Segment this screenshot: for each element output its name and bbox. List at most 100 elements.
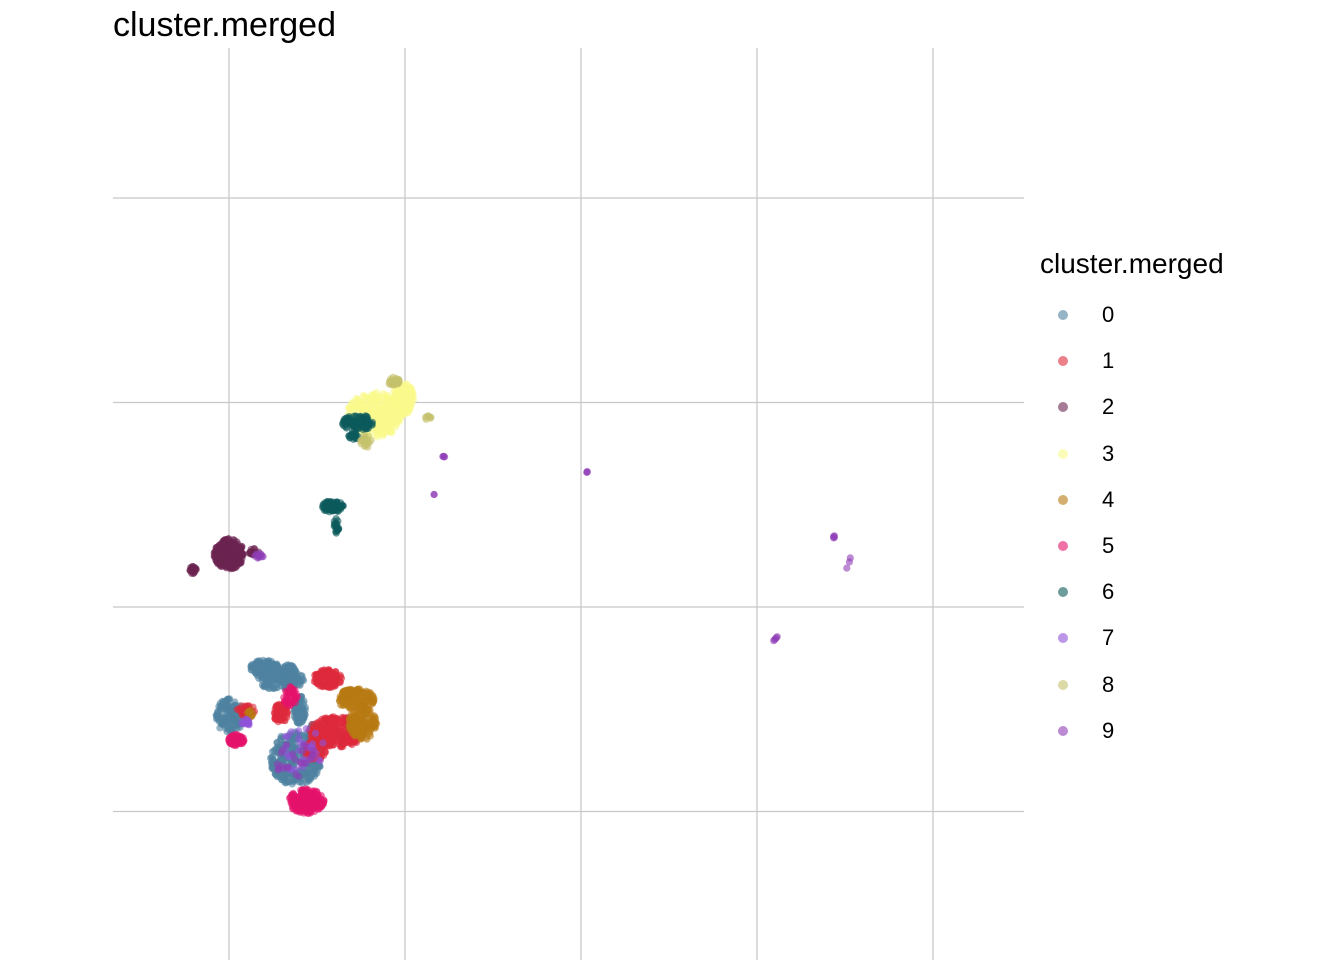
data-point: [230, 536, 238, 545]
data-point: [302, 799, 310, 807]
data-point: [295, 708, 303, 716]
data-point: [264, 657, 272, 665]
data-point: [286, 701, 294, 709]
data-point: [245, 708, 253, 716]
data-point: [363, 727, 371, 735]
data-point: [350, 430, 359, 438]
data-point: [583, 468, 591, 476]
data-point: [337, 719, 345, 727]
data-point: [298, 718, 306, 726]
data-point: [216, 556, 224, 564]
data-point: [246, 548, 254, 556]
data-point: [290, 708, 298, 716]
data-point: [232, 563, 240, 572]
data-point: [368, 692, 377, 701]
data-point: [311, 729, 320, 737]
data-point: [265, 670, 273, 678]
data-point: [406, 390, 414, 398]
data-point: [359, 391, 368, 399]
data-point: [273, 744, 281, 752]
data-point: [350, 702, 358, 710]
data-point: [350, 707, 358, 716]
data-point: [843, 564, 851, 572]
data-point: [275, 676, 283, 684]
data-point: [332, 715, 340, 723]
data-point: [242, 720, 250, 728]
data-point: [280, 670, 288, 678]
data-point: [226, 695, 234, 703]
data-point: [253, 669, 261, 677]
data-point: [268, 761, 276, 769]
data-point: [398, 409, 407, 418]
data-point: [320, 666, 328, 674]
data-point: [334, 525, 342, 533]
legend-key: [1058, 541, 1068, 552]
data-point: [363, 416, 371, 424]
data-point: [321, 499, 329, 507]
data-point: [225, 714, 233, 722]
legend-key: [1058, 448, 1068, 459]
legend-key: [1058, 356, 1068, 367]
series-8: [357, 373, 435, 451]
series-9: [251, 452, 854, 781]
data-point: [386, 378, 394, 386]
data-point: [358, 713, 366, 721]
data-point: [363, 421, 371, 429]
legend-label: 8: [1102, 671, 1115, 697]
chart-title: cluster.merged: [113, 6, 336, 44]
data-point: [382, 406, 390, 414]
data-point: [302, 806, 310, 815]
data-point: [344, 686, 352, 694]
data-point: [340, 415, 348, 423]
legend-key: [1058, 725, 1068, 736]
data-point: [354, 685, 362, 693]
data-point: [357, 437, 365, 445]
data-points: [186, 373, 854, 818]
data-point: [770, 637, 778, 645]
data-point: [280, 765, 288, 773]
legend-key: [1058, 494, 1068, 505]
data-point: [375, 414, 383, 422]
data-point: [261, 676, 270, 684]
data-point: [351, 729, 359, 737]
data-point: [371, 713, 379, 721]
legend-item-5: 5: [1040, 523, 1224, 569]
data-point: [355, 705, 364, 713]
data-point: [221, 563, 229, 571]
data-point: [287, 670, 295, 679]
legend-item-3: 3: [1040, 431, 1224, 477]
legend-item-4: 4: [1040, 477, 1224, 523]
data-point: [405, 405, 413, 413]
legend-key: [1058, 402, 1068, 413]
legend-label: 2: [1102, 394, 1115, 420]
data-point: [257, 551, 265, 559]
data-point: [364, 436, 372, 444]
data-point: [373, 426, 381, 434]
data-point: [236, 558, 244, 567]
legend-items: 0 1 2 3 4 5 6 7 8 9: [1040, 292, 1224, 754]
data-point: [363, 735, 371, 743]
legend-label: 4: [1102, 486, 1115, 512]
data-point: [339, 690, 347, 698]
data-point: [299, 675, 307, 683]
data-point: [430, 490, 438, 499]
data-point: [316, 796, 324, 804]
data-point: [337, 674, 346, 682]
data-point: [315, 756, 323, 764]
data-point: [273, 701, 281, 710]
data-point: [317, 801, 325, 810]
data-point: [392, 415, 400, 423]
data-point: [384, 415, 392, 424]
data-point: [225, 703, 233, 711]
legend-item-6: 6: [1040, 569, 1224, 615]
data-point: [336, 739, 344, 747]
data-point: [346, 404, 354, 412]
legend-item-1: 1: [1040, 338, 1224, 384]
legend-key: [1058, 633, 1068, 644]
data-point: [359, 399, 367, 407]
legend-label: 3: [1102, 440, 1115, 466]
legend-key: [1058, 310, 1068, 321]
data-point: [389, 395, 397, 403]
legend-item-9: 9: [1040, 708, 1224, 754]
